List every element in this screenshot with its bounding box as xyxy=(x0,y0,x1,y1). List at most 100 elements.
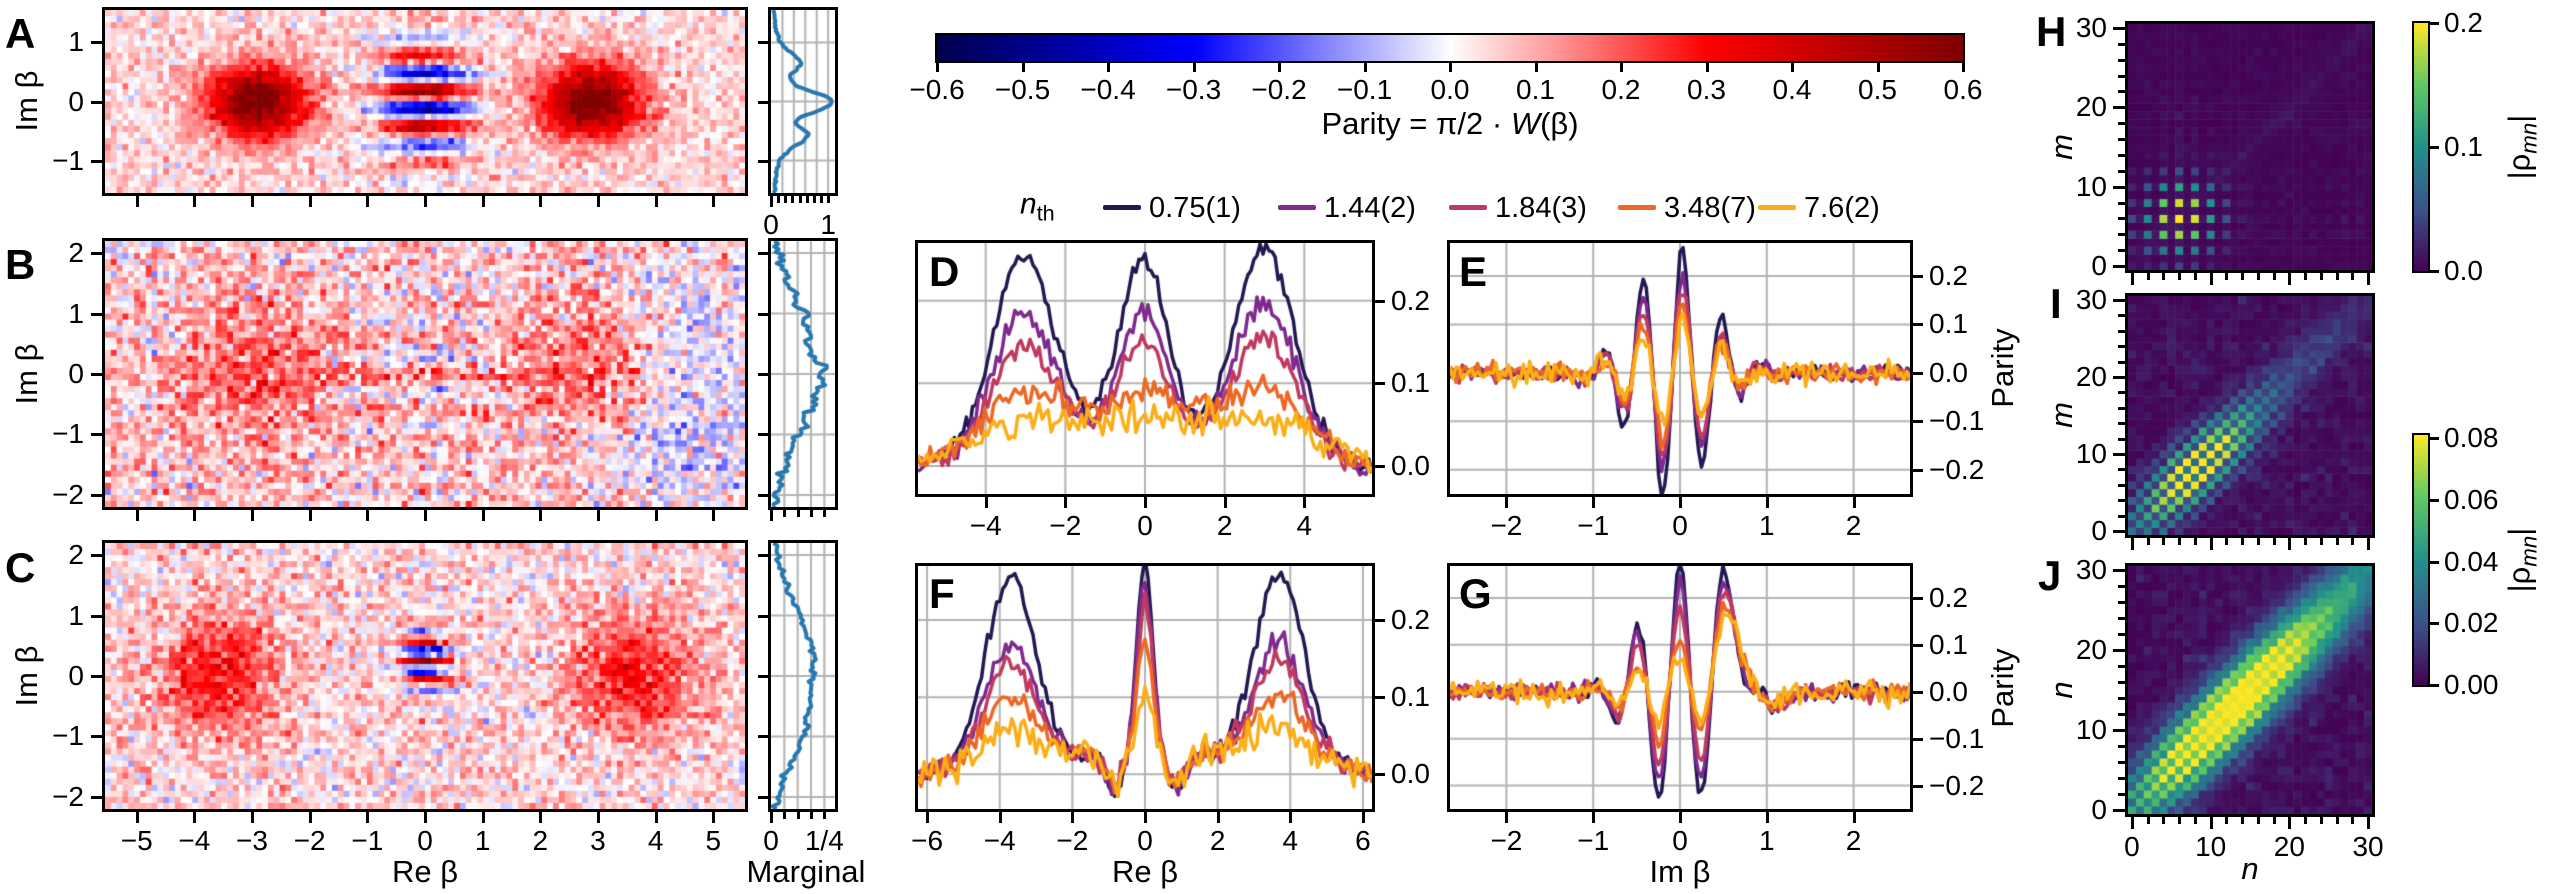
wigner-x-tick xyxy=(712,510,716,521)
cut-y-tick xyxy=(1375,299,1385,303)
rho-y-tick-label: 20 xyxy=(2075,360,2107,392)
rho-y-tick xyxy=(2118,793,2125,796)
cut-y-tick-label: 0.2 xyxy=(1929,259,1968,291)
ylabel-im-beta-A: Im β xyxy=(9,70,44,132)
cut-y-tick-label: −0.2 xyxy=(1929,769,1985,801)
rho-cbar-tick-label: 0.00 xyxy=(2444,669,2499,700)
marginal-y-tick xyxy=(758,159,768,163)
panel-I-heatmap-canvas xyxy=(2128,296,2372,535)
rho-y-tick xyxy=(2118,406,2125,410)
legend-swatch-1.84(3) xyxy=(1449,205,1487,210)
cut-x-tick-label: 1 xyxy=(1758,825,1775,856)
panel-B-marginal xyxy=(768,238,838,510)
legend-swatch-1.44(2) xyxy=(1278,205,1316,210)
rho-x-tick xyxy=(2288,273,2292,285)
rho-x-tick-label: 20 xyxy=(2273,831,2305,862)
rho-y-tick xyxy=(2113,375,2125,379)
panel-G-parity-cut xyxy=(1447,563,1913,812)
parity-cbar-tick-label: −0.6 xyxy=(909,74,965,105)
parity-cbar-tick xyxy=(1876,63,1880,72)
wigner-y-tick xyxy=(91,41,102,45)
parity-cbar-tick xyxy=(1791,63,1794,72)
rho-y-tick xyxy=(2113,298,2125,302)
rho-y-tick xyxy=(2118,201,2125,205)
rho-y-tick xyxy=(2118,360,2125,364)
legend-label-1.44(2): 1.44(2) xyxy=(1324,192,1416,224)
rho-y-tick-label: 30 xyxy=(2075,554,2107,585)
cut-y-tick-label: 0.2 xyxy=(1391,284,1430,316)
wigner-y-tick xyxy=(91,614,102,618)
rho-y-tick xyxy=(2118,665,2125,668)
rho-x-tick xyxy=(2178,538,2182,545)
cut-y-tick xyxy=(1375,619,1385,622)
parity-cbar-tick-label: −0.5 xyxy=(994,74,1051,105)
rho-y-tick xyxy=(2118,138,2125,142)
rho-y-tick xyxy=(2118,617,2125,620)
rho-x-tick xyxy=(2209,817,2213,829)
wigner-x-tick xyxy=(712,812,716,823)
marginal-x-tick xyxy=(810,812,813,819)
wigner-x-tick-label: −4 xyxy=(178,825,211,856)
rho-x-tick xyxy=(2130,538,2134,550)
wigner-y-tick-label: −1 xyxy=(52,144,84,176)
marginal-y-tick xyxy=(758,252,768,256)
cut-x-tick xyxy=(984,497,988,508)
rho-x-tick xyxy=(2256,273,2260,280)
panel-letter-C: C xyxy=(5,544,36,591)
parity-cbar-tick xyxy=(1534,63,1538,72)
wigner-x-tick xyxy=(596,196,600,207)
panel-E-parity-cut xyxy=(1447,240,1913,497)
legend-label-3.48(7): 3.48(7) xyxy=(1664,192,1756,224)
wigner-x-tick xyxy=(481,812,485,823)
cut-x-tick-label: −6 xyxy=(911,825,944,856)
rho-y-tick xyxy=(2118,601,2125,604)
rho-x-tick xyxy=(2241,273,2245,280)
rho-x-tick xyxy=(2241,817,2245,824)
rho-y-tick xyxy=(2118,483,2125,487)
parity-label-W: W xyxy=(1510,106,1541,141)
panel-A-marginal xyxy=(768,7,838,196)
rho-cbar-tick xyxy=(2430,146,2439,149)
wigner-y-tick-label: −2 xyxy=(52,478,84,510)
panel-letter-I: I xyxy=(2050,280,2062,327)
rho-x-tick xyxy=(2351,817,2355,824)
rho-cbar-tick-label: 0.04 xyxy=(2444,545,2499,577)
panel-D-parity-cut xyxy=(915,240,1375,497)
rho-y-tick xyxy=(2113,265,2125,269)
rho-x-tick xyxy=(2367,273,2371,285)
rho-x-tick xyxy=(2319,538,2323,545)
cut-y-tick-label: 0.0 xyxy=(1391,758,1430,790)
cut-x-tick-label: 2 xyxy=(1845,510,1862,541)
marginal-y-tick xyxy=(758,675,768,678)
rho-y-tick-label: 10 xyxy=(2075,170,2107,202)
panel-H-density-matrix xyxy=(2125,21,2375,273)
marginal-x-tick xyxy=(820,196,823,203)
rho-y-tick xyxy=(2118,777,2125,780)
rho-x-tick xyxy=(2272,273,2276,280)
cut-x-tick xyxy=(1852,497,1856,508)
rho-y-tick-label: 20 xyxy=(2075,91,2107,123)
rho-colorbar-H-canvas xyxy=(2414,23,2428,271)
panel-F-parity-cut xyxy=(915,563,1375,812)
wigner-x-tick xyxy=(539,510,543,521)
rho-x-tick xyxy=(2335,817,2339,824)
rho-y-tick-label: 0 xyxy=(2091,250,2107,282)
wigner-x-tick xyxy=(135,510,139,521)
wigner-x-tick xyxy=(654,196,658,207)
rho-x-tick xyxy=(2256,817,2260,824)
marginal-y-tick xyxy=(758,100,768,104)
wigner-x-tick xyxy=(366,812,370,823)
panel-I-density-matrix xyxy=(2125,293,2375,538)
rho-cbar-tick-label: 0.02 xyxy=(2444,607,2499,639)
cut-y-tick-label: 0.0 xyxy=(1929,675,1968,707)
cut-x-tick xyxy=(1679,812,1682,823)
panel-C-marginal xyxy=(768,540,838,812)
panel-G-lines-canvas xyxy=(1450,566,1910,809)
cut-x-tick xyxy=(1216,812,1220,823)
cut-x-tick-label: −1 xyxy=(1577,825,1610,856)
wigner-x-tick-label: 2 xyxy=(532,825,549,856)
cut-y-tick xyxy=(1375,696,1385,700)
wigner-y-tick xyxy=(91,493,102,497)
ylabel-m-J: n xyxy=(2044,681,2079,699)
parity-cbar-tick-label: 0.3 xyxy=(1687,74,1726,105)
